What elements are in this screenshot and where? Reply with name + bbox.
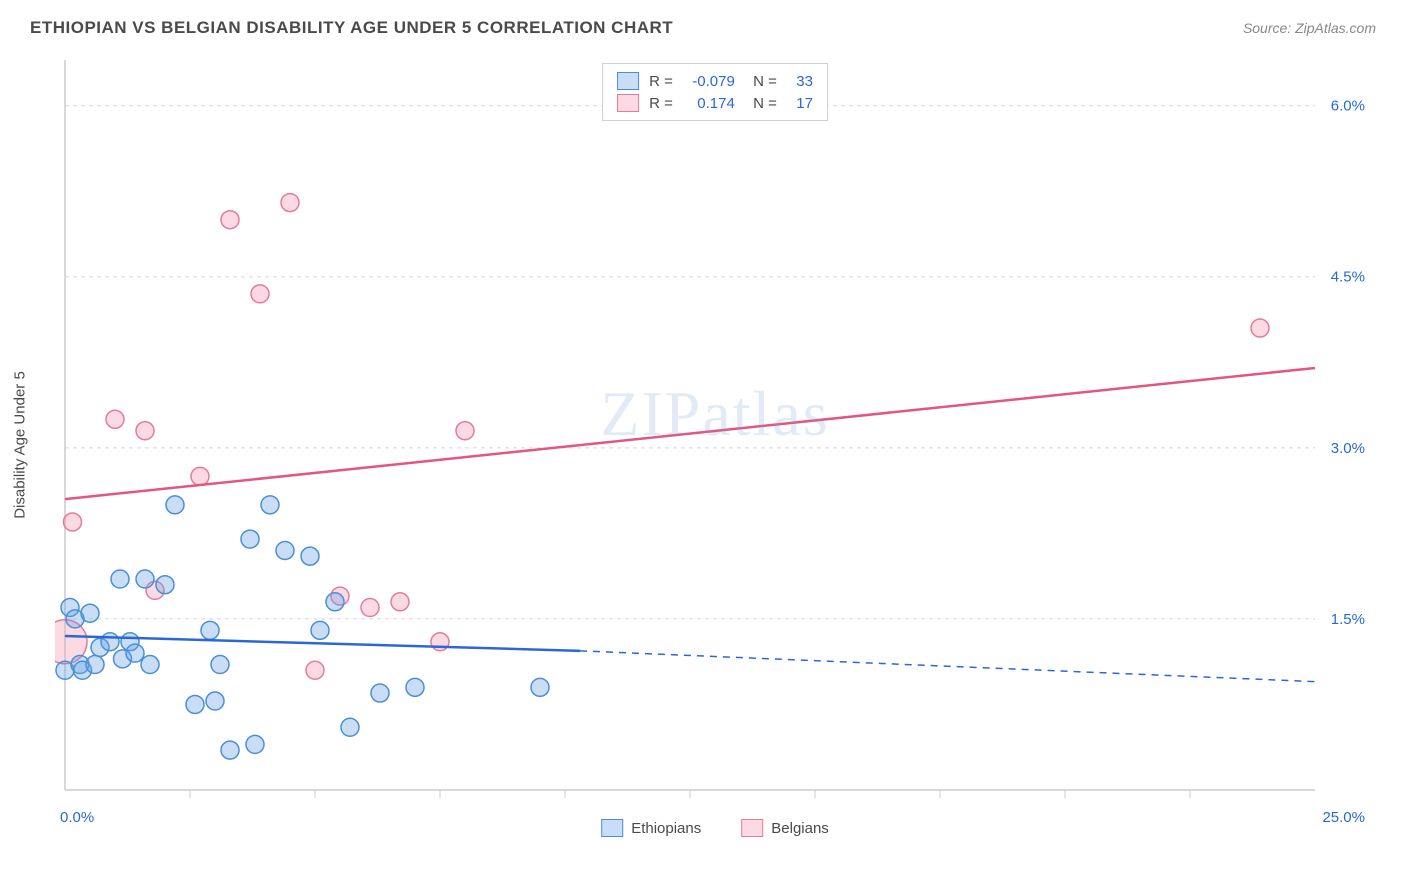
n-label: N = xyxy=(745,73,777,90)
scatter-plot: 1.5% 3.0% 4.5% 6.0% 0.0% 25.0% xyxy=(55,55,1375,835)
legend-swatch-belgians xyxy=(617,94,639,112)
y-axis-label: Disability Age Under 5 xyxy=(12,371,29,519)
n-value-belgians: 17 xyxy=(787,95,813,112)
r-label: R = xyxy=(649,95,673,112)
legend-item-belgians: Belgians xyxy=(741,819,829,837)
svg-text:3.0%: 3.0% xyxy=(1331,440,1365,457)
chart-container: Disability Age Under 5 1.5%3.0%4.5%6.0%0… xyxy=(55,55,1375,835)
svg-text:1.5%: 1.5% xyxy=(1331,611,1365,628)
svg-text:6.0%: 6.0% xyxy=(1331,98,1365,115)
svg-text:4.5%: 4.5% xyxy=(1331,269,1365,286)
legend-swatch-ethiopians xyxy=(601,819,623,837)
r-label: R = xyxy=(649,73,673,90)
legend-swatch-belgians xyxy=(741,819,763,837)
chart-title: ETHIOPIAN VS BELGIAN DISABILITY AGE UNDE… xyxy=(30,18,673,38)
legend-label-ethiopians: Ethiopians xyxy=(631,820,701,837)
legend-label-belgians: Belgians xyxy=(771,820,829,837)
svg-text:25.0%: 25.0% xyxy=(1322,809,1365,826)
r-value-ethiopians: -0.079 xyxy=(683,73,735,90)
correlation-legend: R = -0.079 N = 33 R = 0.174 N = 17 xyxy=(602,63,828,121)
legend-item-ethiopians: Ethiopians xyxy=(601,819,701,837)
n-value-ethiopians: 33 xyxy=(787,73,813,90)
svg-text:0.0%: 0.0% xyxy=(60,809,94,826)
n-label: N = xyxy=(745,95,777,112)
series-legend: Ethiopians Belgians xyxy=(601,819,829,837)
chart-source: Source: ZipAtlas.com xyxy=(1243,20,1376,36)
legend-row-belgians: R = 0.174 N = 17 xyxy=(617,92,813,114)
r-value-belgians: 0.174 xyxy=(683,95,735,112)
legend-row-ethiopians: R = -0.079 N = 33 xyxy=(617,70,813,92)
legend-swatch-ethiopians xyxy=(617,72,639,90)
chart-header: ETHIOPIAN VS BELGIAN DISABILITY AGE UNDE… xyxy=(0,0,1406,48)
